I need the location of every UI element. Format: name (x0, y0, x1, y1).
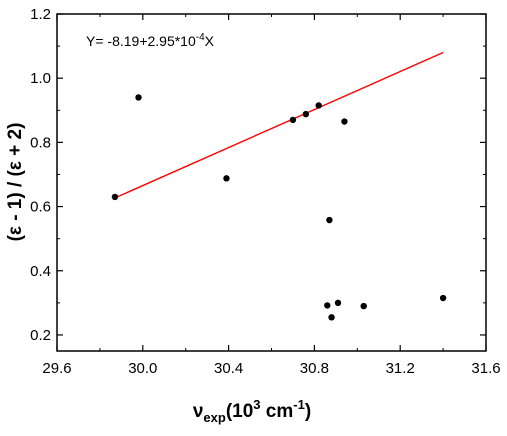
x-tick-label: 30.4 (214, 360, 243, 377)
x-axis-title-unit: cm (261, 401, 294, 422)
data-point (326, 216, 333, 224)
x-tick-label: 29.6 (42, 360, 71, 377)
data-point (439, 294, 447, 302)
fit-equation-exponent: -4 (196, 32, 205, 43)
x-tick-label: 31.6 (471, 360, 500, 377)
fit-equation-variable: X (205, 33, 215, 49)
fit-equation: Y= -8.19+2.95*10-4X (86, 32, 215, 49)
x-axis-title-superscript: 3 (253, 397, 260, 412)
plot-area-frame (56, 13, 487, 352)
data-point (324, 302, 331, 309)
x-axis-title: νexp(103 cm-1) (193, 397, 311, 425)
y-axis-ticks: 0.2 0.4 0.6 0.8 1.0 1.2 (30, 6, 486, 344)
x-tick-label: 30.0 (128, 360, 157, 377)
x-tick-label: 31.2 (386, 360, 415, 377)
y-tick-label: 0.6 (30, 199, 51, 216)
y-tick-label: 1.2 (30, 6, 51, 23)
fit-line-group (114, 51, 444, 199)
data-points (111, 94, 447, 321)
y-tick-label: 0.2 (30, 327, 51, 344)
data-point (360, 302, 367, 310)
y-tick-label: 1.0 (30, 70, 51, 87)
data-point (341, 118, 348, 125)
x-axis-title-close: ) (305, 401, 311, 422)
data-point (315, 102, 322, 109)
y-axis-title: (ε - 1) / (ε + 2) (5, 123, 26, 242)
fit-equation-main: Y= -8.19+2.95*10 (86, 33, 196, 49)
x-axis-title-subscript: exp (203, 410, 225, 425)
fit-line (114, 51, 444, 199)
x-axis-title-unit-exponent: -1 (293, 397, 305, 412)
y-tick-label: 0.4 (30, 263, 51, 280)
data-point (289, 116, 297, 124)
data-point (328, 314, 335, 321)
data-point (334, 299, 342, 307)
data-point (111, 193, 119, 201)
x-tick-label: 30.8 (300, 360, 329, 377)
data-point (223, 175, 230, 182)
x-axis-title-symbol: ν (193, 401, 204, 422)
x-axis-title-open: (10 (226, 401, 253, 422)
y-tick-label: 0.8 (30, 134, 51, 151)
data-point (302, 110, 310, 118)
x-axis-ticks: 29.6 30.0 30.4 30.8 31.2 31.6 (42, 14, 501, 377)
data-point (135, 94, 142, 101)
